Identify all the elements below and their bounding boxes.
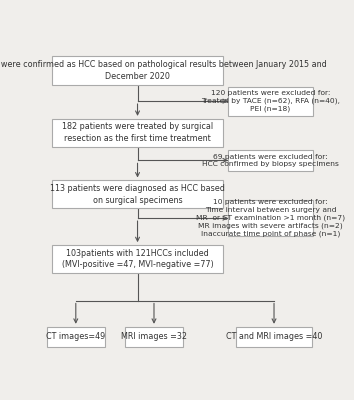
Text: 113 patients were diagnosed as HCC based
on surgical specimens: 113 patients were diagnosed as HCC based… (50, 184, 225, 204)
FancyBboxPatch shape (228, 150, 313, 171)
Text: 302 patients were confirmed as HCC based on pathological results between January: 302 patients were confirmed as HCC based… (0, 60, 327, 80)
FancyBboxPatch shape (52, 119, 223, 146)
FancyBboxPatch shape (228, 86, 313, 116)
FancyBboxPatch shape (52, 56, 223, 85)
Text: MRI images =32: MRI images =32 (121, 332, 187, 341)
Text: CT images=49: CT images=49 (46, 332, 105, 341)
Text: 120 patients were excluded for:
Treated by TACE (n=62), RFA (n=40),
PEI (n=18): 120 patients were excluded for: Treated … (201, 90, 340, 112)
Text: CT and MRI images =40: CT and MRI images =40 (226, 332, 322, 341)
FancyBboxPatch shape (228, 200, 313, 236)
Text: 69 patients were excluded for:
HCC confirmed by biopsy specimens: 69 patients were excluded for: HCC confi… (202, 154, 339, 167)
FancyBboxPatch shape (52, 245, 223, 273)
Text: 10 patients were excluded for:
Time interval between surgery and
MR  or CT exami: 10 patients were excluded for: Time inte… (196, 199, 345, 238)
FancyBboxPatch shape (47, 327, 105, 347)
Text: 182 patients were treated by surgical
resection as the first time treatment: 182 patients were treated by surgical re… (62, 122, 213, 143)
FancyBboxPatch shape (125, 327, 183, 347)
FancyBboxPatch shape (236, 327, 312, 347)
FancyBboxPatch shape (52, 180, 223, 208)
Text: 103patients with 121HCCs included
(MVI-positive =47, MVI-negative =77): 103patients with 121HCCs included (MVI-p… (62, 249, 213, 269)
